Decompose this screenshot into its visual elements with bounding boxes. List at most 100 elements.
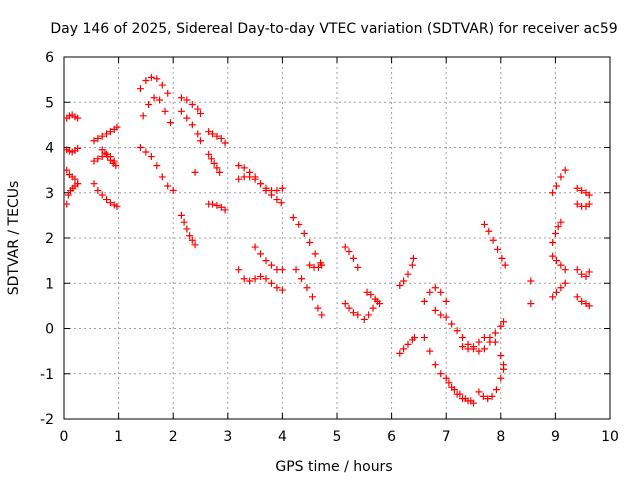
data-point (235, 175, 243, 183)
data-point (183, 96, 191, 104)
data-point (213, 201, 221, 209)
data-point (318, 261, 326, 269)
data-point (442, 297, 450, 305)
data-point (300, 229, 308, 237)
data-point (552, 288, 560, 296)
data-point (557, 284, 565, 292)
data-point (365, 311, 373, 319)
data-point (177, 94, 185, 102)
data-point (90, 180, 98, 188)
data-point (257, 250, 265, 258)
data-point (445, 379, 453, 387)
data-point (578, 297, 586, 305)
y-axis-label: SDTVAR / TECUs (6, 181, 22, 296)
data-point (396, 282, 404, 290)
data-point (63, 200, 71, 208)
data-point (450, 386, 458, 394)
data-point (150, 94, 158, 102)
data-point (404, 270, 412, 278)
x-axis-label: GPS time / hours (275, 459, 392, 475)
data-point (459, 334, 467, 342)
data-point (273, 196, 281, 204)
data-point (74, 180, 82, 188)
data-point (475, 338, 483, 346)
data-point (90, 137, 98, 145)
data-point (437, 288, 445, 296)
data-point (147, 153, 155, 161)
x-tick-label: 6 (387, 429, 396, 445)
data-point (207, 155, 215, 163)
y-tick-label: -2 (40, 412, 54, 428)
data-point (112, 162, 120, 170)
data-point (373, 297, 381, 305)
data-point (480, 345, 488, 353)
data-point (197, 110, 204, 118)
data-point (194, 105, 202, 113)
data-point (551, 229, 559, 237)
data-point (489, 236, 497, 244)
data-point (71, 175, 79, 183)
x-tick-label: 10 (601, 429, 619, 445)
data-point (164, 182, 172, 190)
data-point (554, 223, 562, 231)
data-point (262, 186, 270, 194)
data-point (573, 200, 581, 208)
data-point (98, 191, 106, 199)
data-point (217, 134, 225, 142)
y-tick-label: 0 (45, 322, 54, 338)
data-point (475, 347, 483, 355)
data-point (278, 184, 286, 192)
data-point (306, 261, 314, 269)
data-point (459, 343, 467, 351)
data-point (486, 334, 494, 342)
data-point (461, 395, 469, 403)
data-point (527, 277, 535, 285)
data-point (278, 266, 286, 274)
data-point (426, 347, 434, 355)
data-point (156, 96, 164, 104)
data-point (142, 77, 150, 85)
x-tick-label: 5 (333, 429, 342, 445)
data-point (292, 266, 300, 274)
data-point (166, 119, 174, 127)
data-point (349, 309, 357, 317)
data-point (431, 284, 439, 292)
data-point (251, 243, 259, 251)
data-point (205, 128, 213, 136)
data-point (303, 284, 311, 292)
data-point (578, 186, 586, 194)
data-point (552, 182, 560, 190)
data-point (354, 263, 362, 271)
data-point (262, 257, 270, 265)
data-point (142, 148, 150, 156)
data-point (277, 199, 285, 207)
data-point (267, 191, 275, 199)
data-point (549, 293, 557, 301)
data-point (470, 343, 477, 351)
data-point (453, 327, 461, 335)
data-point (573, 184, 581, 192)
data-point (113, 123, 121, 131)
data-point (103, 196, 111, 204)
data-point (500, 365, 508, 373)
y-tick-label: -1 (40, 367, 54, 383)
data-point (153, 75, 161, 83)
data-point (106, 128, 114, 136)
data-point (74, 114, 82, 122)
data-point (582, 272, 590, 280)
data-point (549, 252, 557, 260)
data-point (94, 186, 102, 194)
data-point (314, 304, 322, 312)
data-point (426, 288, 434, 296)
x-tick-label: 3 (223, 429, 232, 445)
data-point (585, 268, 593, 276)
data-point (209, 200, 217, 208)
data-point (437, 311, 445, 319)
data-point (484, 395, 492, 403)
data-point (408, 261, 416, 269)
data-point (216, 168, 224, 176)
data-point (497, 322, 505, 330)
data-point (273, 284, 281, 292)
x-tick-label: 9 (551, 429, 560, 445)
data-point (257, 180, 265, 188)
